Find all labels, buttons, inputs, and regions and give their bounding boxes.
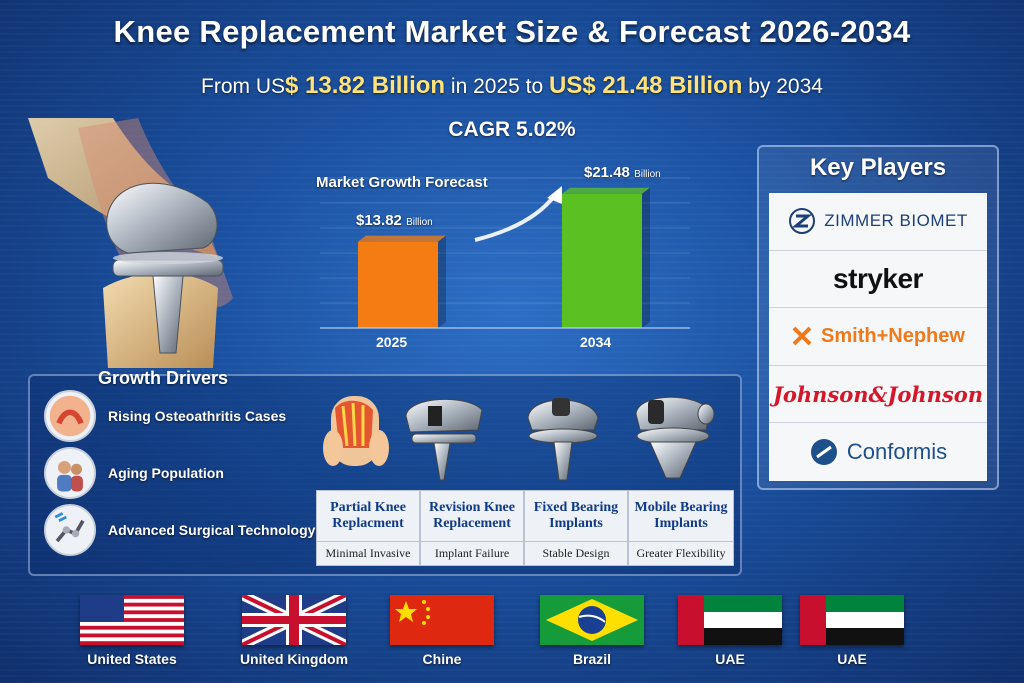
china-flag-icon: [390, 595, 494, 645]
driver-aging-population: Aging Population: [44, 447, 224, 499]
region-label-china: Chine: [422, 651, 462, 667]
mobile-bearing-implant-icon: [635, 396, 715, 479]
logo-smith-nephew: Smith+Nephew: [769, 308, 987, 366]
uae-flag-icon-2: [800, 595, 904, 645]
partial-knee-icon: [323, 396, 389, 466]
us-flag-icon: [80, 595, 184, 645]
smith-nephew-icon: [792, 327, 812, 346]
value-2025: $ 13.82 Billion: [285, 72, 446, 99]
region-label-uae-2: UAE: [837, 651, 867, 667]
page-subtitle: From US$ 13.82 Billion in 2025 to US$ 21…: [0, 72, 1024, 100]
logo-stryker: stryker: [769, 251, 987, 309]
knee-implant-illustration: [28, 118, 233, 368]
conformis-icon: [810, 439, 837, 466]
growth-arrow-head: [547, 186, 562, 204]
value-2034: US$ 21.48 Billion: [549, 72, 743, 99]
logo-conformis: Conformis: [769, 423, 987, 481]
revision-knee-implant-icon: [405, 398, 483, 481]
zimmer-biomet-icon: [789, 208, 816, 235]
data-label-2025: $13.82 Billion: [356, 211, 433, 229]
subtitle-suffix: by 2034: [742, 75, 823, 98]
cagr-label: CAGR 5.02%: [448, 118, 576, 141]
growth-arrow: [474, 193, 557, 242]
page-title: Knee Replacement Market Size & Forecast …: [113, 14, 911, 49]
elderly-people-icon: [44, 447, 96, 499]
bar-2034: [562, 187, 650, 328]
uae-flag-icon: [678, 595, 782, 645]
key-players-title: Key Players: [809, 154, 947, 181]
key-players-list: ZIMMER BIOMET stryker Smith+Nephew Johns…: [769, 193, 987, 481]
region-label-uae: UAE: [715, 651, 745, 667]
bar-2025: [358, 235, 446, 328]
joint-pain-icon: [44, 390, 96, 442]
segment-fixed-bearing: Fixed Bearing Implants Stable Design: [524, 490, 628, 566]
uk-flag-icon: [242, 595, 346, 645]
region-label-brazil: Brazil: [572, 651, 612, 667]
data-label-2034: $21.48 Billion: [584, 163, 661, 181]
driver-osteoarthritis: Rising Osteoathritis Cases: [44, 390, 286, 442]
logo-johnson-johnson: Johnson&Johnson: [769, 366, 987, 424]
fixed-bearing-implant-icon: [527, 398, 599, 481]
market-growth-chart: [320, 177, 690, 329]
brazil-flag-icon: [540, 595, 644, 645]
region-label-us: United States: [87, 651, 177, 667]
segment-revision-knee: Revision Knee Replacement Implant Failur…: [420, 490, 524, 566]
chart-title: Market Growth Forecast: [316, 174, 488, 191]
region-label-uk: United Kingdom: [239, 651, 349, 667]
growth-drivers-title: Growth Drivers: [98, 368, 229, 388]
driver-surgical-technology: Advanced Surgical Technology: [44, 504, 315, 556]
segment-partial-knee: Partial Knee Replacment Minimal Invasive: [316, 490, 420, 566]
subtitle-mid: in 2025 to: [445, 75, 549, 98]
subtitle-prefix: From US: [201, 75, 285, 98]
surgical-robot-icon: [44, 504, 96, 556]
segment-mobile-bearing: Mobile Bearing Implants Greater Flexibil…: [628, 490, 734, 566]
x-tick-2025: 2025: [376, 334, 408, 350]
logo-zimmer-biomet: ZIMMER BIOMET: [769, 193, 987, 251]
x-tick-2034: 2034: [580, 334, 612, 350]
